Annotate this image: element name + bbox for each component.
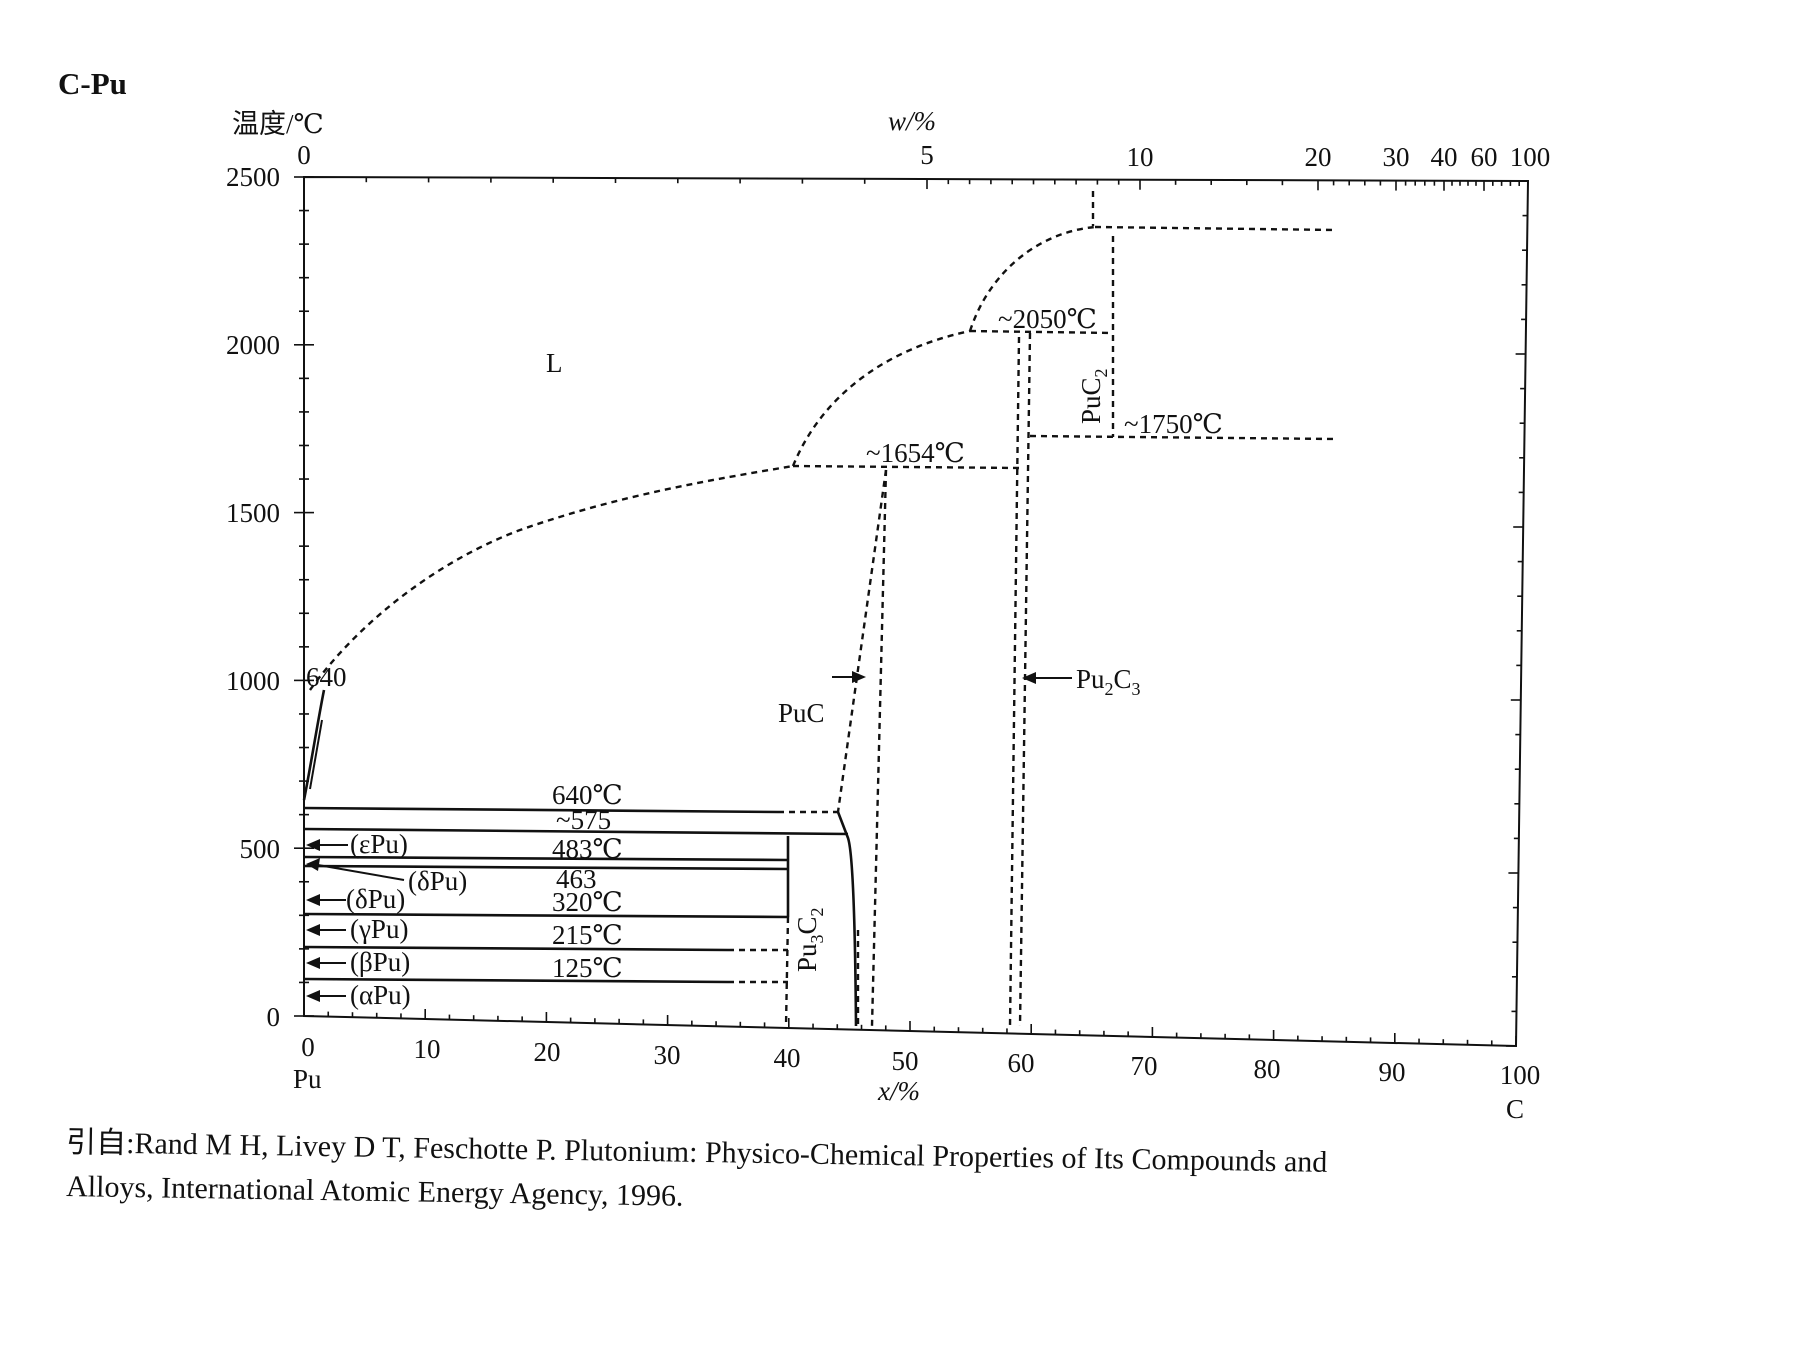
bottom-tick-70: 70 — [1131, 1051, 1158, 1081]
top-tick-labels: 0 5 10 20 30 40 60 100 — [297, 140, 1550, 172]
bottom-tick-10: 10 — [414, 1034, 441, 1064]
bottom-tick-0: 0 — [301, 1032, 315, 1062]
puc-lower-left — [836, 811, 858, 1027]
liquidus-right — [968, 225, 1096, 332]
bottom-tick-30: 30 — [654, 1040, 681, 1070]
arrowhead-beta — [306, 957, 320, 969]
label-575: ~575 — [556, 805, 611, 835]
label-beta-pu: (βPu) — [350, 947, 410, 977]
liquidus-mid — [791, 329, 971, 467]
label-puc2: PuC2 — [1076, 368, 1111, 424]
top-horizontal — [1094, 225, 1337, 232]
pu2c3-right — [1018, 332, 1032, 1027]
citation-line-2: Alloys, International Atomic Energy Agen… — [66, 1170, 684, 1213]
arrowhead-puc — [852, 671, 866, 683]
arrowhead-delta-b — [306, 894, 320, 906]
line-463 — [303, 864, 789, 871]
top-tick-30: 30 — [1383, 142, 1410, 172]
bottom-tick-60: 60 — [1008, 1048, 1035, 1078]
bottom-tick-90: 90 — [1379, 1057, 1406, 1087]
top-tick-10: 10 — [1127, 142, 1154, 172]
axis-ticks — [294, 176, 1528, 1047]
bottom-tick-20: 20 — [534, 1037, 561, 1067]
label-alpha-pu: (αPu) — [350, 980, 411, 1010]
y-axis-label: 温度/℃ — [232, 109, 324, 139]
puc-left-boundary — [836, 469, 888, 813]
bottom-tick-100: 100 — [1500, 1060, 1541, 1090]
top-axis-label: w/% — [888, 106, 936, 136]
label-pu2c3: Pu2C3 — [1076, 664, 1141, 699]
label-640-side: 640 — [306, 662, 347, 692]
label-liquid: L — [546, 348, 563, 378]
arrowhead-eps — [306, 839, 320, 851]
label-delta-pu-b: (δPu) — [346, 884, 405, 914]
top-tick-60: 60 — [1471, 142, 1498, 172]
y-tick-500: 500 — [240, 834, 281, 864]
element-right-label: C — [1506, 1094, 1524, 1124]
bottom-tick-50: 50 — [892, 1046, 919, 1076]
label-215: 215℃ — [552, 920, 623, 950]
arrow-delta-a — [317, 864, 405, 881]
phase-arrows — [306, 671, 1072, 1002]
label-320: 320℃ — [552, 887, 623, 917]
label-pu3c2: Pu3C2 — [792, 907, 827, 972]
line-1750 — [1029, 434, 1337, 441]
top-tick-0: 0 — [297, 140, 311, 170]
top-tick-5: 5 — [920, 140, 934, 170]
pu3c2-dash — [784, 916, 790, 1027]
bottom-axis-label: x/% — [877, 1076, 920, 1106]
bottom-tick-80: 80 — [1254, 1054, 1281, 1084]
y-tick-1000: 1000 — [226, 666, 280, 696]
line-320 — [303, 912, 789, 919]
label-640c: 640℃ — [552, 780, 623, 810]
arrowhead-delta-a — [306, 858, 320, 871]
line-575 — [303, 827, 849, 836]
y-tick-2000: 2000 — [226, 330, 280, 360]
top-tick-20: 20 — [1305, 142, 1332, 172]
citation-line-1: 引自:Rand M H, Livey D T, Feschotte P. Plu… — [66, 1126, 1328, 1179]
pu2c3-left — [1008, 336, 1021, 1027]
label-gamma-pu: (γPu) — [350, 914, 408, 944]
line-125 — [303, 977, 729, 984]
label-125: 125℃ — [552, 953, 623, 983]
label-delta-pu-a: (δPu) — [408, 866, 467, 896]
label-1750: ~1750℃ — [1124, 409, 1223, 439]
label-463: 463 — [556, 864, 597, 894]
line-483 — [303, 855, 789, 862]
label-puc: PuC — [778, 698, 825, 728]
label-1654: ~1654℃ — [866, 438, 965, 468]
y-tick-0: 0 — [267, 1002, 281, 1032]
bottom-tick-40: 40 — [774, 1043, 801, 1073]
liquidus-left — [309, 464, 794, 691]
line-215 — [303, 945, 729, 952]
line-640 — [303, 806, 779, 814]
bottom-tick-labels: 0 10 20 30 40 50 60 70 80 90 100 — [301, 1032, 1540, 1090]
liquidus-start-solid — [302, 689, 326, 801]
puc-right-boundary — [870, 469, 888, 1027]
element-left-label: Pu — [293, 1064, 322, 1094]
diagram-title: C-Pu — [58, 66, 127, 101]
arrowhead-alpha — [306, 990, 320, 1002]
label-eps-pu: (εPu) — [350, 829, 408, 859]
line-2050 — [969, 329, 1114, 335]
y-tick-2500: 2500 — [226, 162, 280, 192]
y-tick-1500: 1500 — [226, 498, 280, 528]
leader-640 — [309, 719, 323, 790]
arrowhead-gamma — [306, 924, 320, 936]
label-2050: ~2050℃ — [998, 304, 1097, 334]
top-tick-40: 40 — [1431, 142, 1458, 172]
label-483: 483℃ — [552, 834, 623, 864]
y-tick-labels: 2500 2000 1500 1000 500 0 — [226, 162, 280, 1032]
arrowhead-pu2c3 — [1022, 672, 1036, 684]
line-1654 — [792, 464, 1021, 470]
top-tick-100: 100 — [1510, 142, 1551, 172]
